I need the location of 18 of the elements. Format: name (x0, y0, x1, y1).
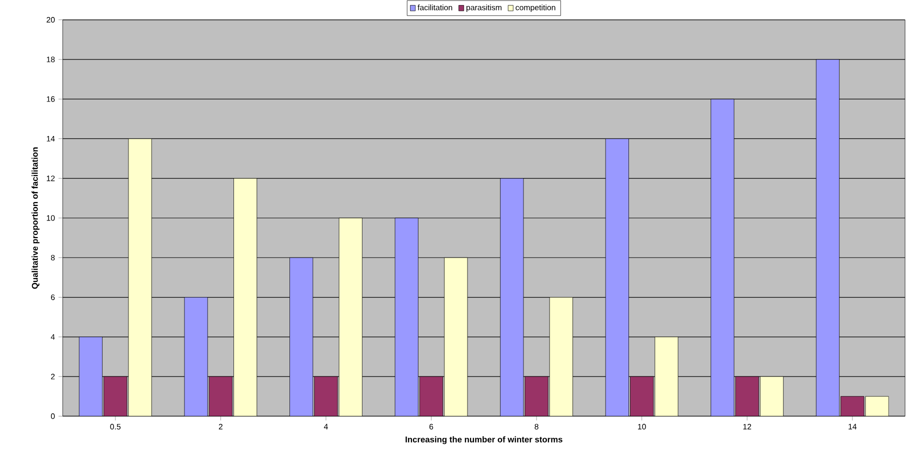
bar (104, 376, 128, 416)
bar (78, 336, 103, 416)
bar (394, 218, 418, 416)
x-axis-title: Increasing the number of winter storms (406, 436, 562, 444)
bar (208, 376, 232, 416)
bar (524, 376, 548, 416)
bar (314, 376, 338, 416)
bar (710, 99, 734, 416)
y-axis-title: Qualitative proportion of facilitation (32, 148, 40, 289)
bar (290, 258, 314, 416)
bar (840, 396, 864, 416)
bar (419, 376, 444, 416)
bar (500, 178, 524, 416)
bar (735, 376, 759, 416)
bar (605, 138, 629, 416)
bar (184, 297, 208, 416)
bar (816, 59, 840, 416)
bar (630, 376, 654, 416)
